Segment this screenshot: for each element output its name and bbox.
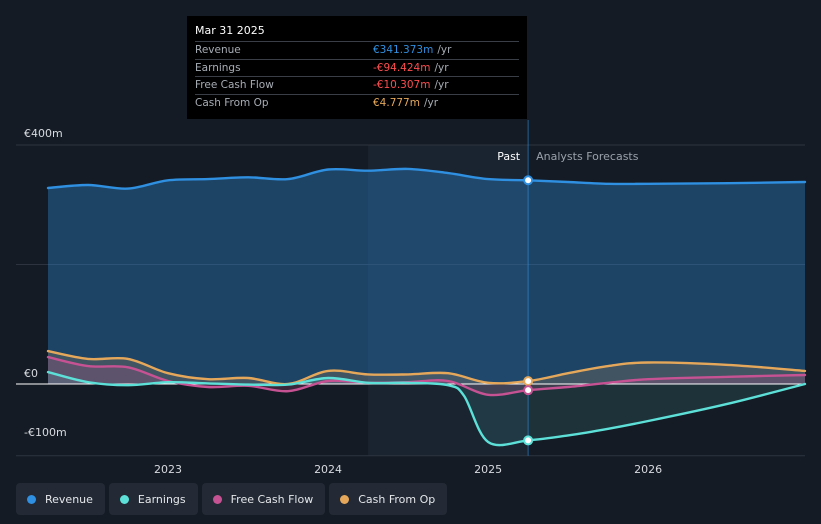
tooltip-label: Cash From Op: [195, 96, 269, 109]
legend-label: Free Cash Flow: [230, 492, 314, 506]
y-tick-label-0: €0: [24, 367, 38, 380]
tooltip-date: Mar 31 2025: [195, 24, 265, 37]
legend-item-free-cash-flow[interactable]: Free Cash Flow: [201, 483, 326, 515]
tooltip-unit: /yr: [437, 44, 452, 56]
past-label: Past: [497, 150, 521, 163]
tooltip-unit: /yr: [434, 61, 449, 74]
y-tick-label-400: €400m: [24, 127, 63, 140]
fcf-highlight-point: [523, 385, 534, 396]
tooltip-label: Revenue: [195, 44, 241, 56]
legend-label: Earnings: [137, 492, 186, 506]
analysts-forecasts-label: Analysts Forecasts: [536, 150, 639, 163]
legend-dot-icon: [27, 494, 36, 504]
tooltip-row-cash-from-op: Cash From Op €4.777m /yr: [195, 93, 519, 112]
revenue-line: [46, 167, 807, 190]
tooltip-value: €341.373m: [373, 44, 434, 56]
tooltip-unit: /yr: [434, 79, 449, 91]
y-tick-label-neg100: -€100m: [24, 426, 67, 439]
tooltip-row-revenue: Revenue €341.373m /yr: [195, 41, 519, 59]
cfo-highlight-point: [523, 376, 534, 387]
tooltip-value: -€94.424m: [373, 61, 431, 74]
legend-dot-icon: [119, 494, 129, 504]
tooltip-unit: /yr: [423, 96, 439, 109]
x-tick-label-2023: 2023: [154, 463, 182, 476]
legend-label: Cash From Op: [358, 492, 436, 506]
tooltip: Mar 31 2025 Revenue €341.373m /yr Earnin…: [187, 16, 527, 119]
x-tick-label-2026: 2026: [634, 463, 662, 476]
revenue-area: [48, 168, 805, 384]
legend: Revenue Earnings Free Cash Flow Cash Fro…: [16, 483, 451, 515]
cfo-line: [46, 349, 807, 386]
tooltip-row-earnings: Earnings -€94.424m /yr: [195, 58, 519, 77]
legend-dot-icon: [340, 494, 350, 504]
revenue-highlight-point: [523, 175, 534, 186]
earnings-highlight-point: [523, 435, 534, 446]
tooltip-label: Earnings: [195, 61, 241, 74]
legend-dot-icon: [212, 494, 222, 504]
tooltip-label: Free Cash Flow: [195, 79, 274, 91]
past-shade-region: [368, 145, 529, 456]
legend-label: Revenue: [45, 492, 93, 506]
x-tick-label-2025: 2025: [474, 463, 502, 476]
x-tick-label-2024: 2024: [314, 463, 342, 476]
legend-item-earnings[interactable]: Earnings: [108, 483, 198, 515]
tooltip-row-free-cash-flow: Free Cash Flow -€10.307m /yr: [195, 76, 519, 94]
earnings-line: [46, 370, 807, 447]
legend-item-revenue[interactable]: Revenue: [16, 483, 105, 515]
legend-item-cash-from-op[interactable]: Cash From Op: [329, 483, 448, 515]
tooltip-value: €4.777m: [373, 96, 420, 109]
tooltip-value: -€10.307m: [373, 79, 431, 91]
cfo-area: [48, 351, 805, 385]
